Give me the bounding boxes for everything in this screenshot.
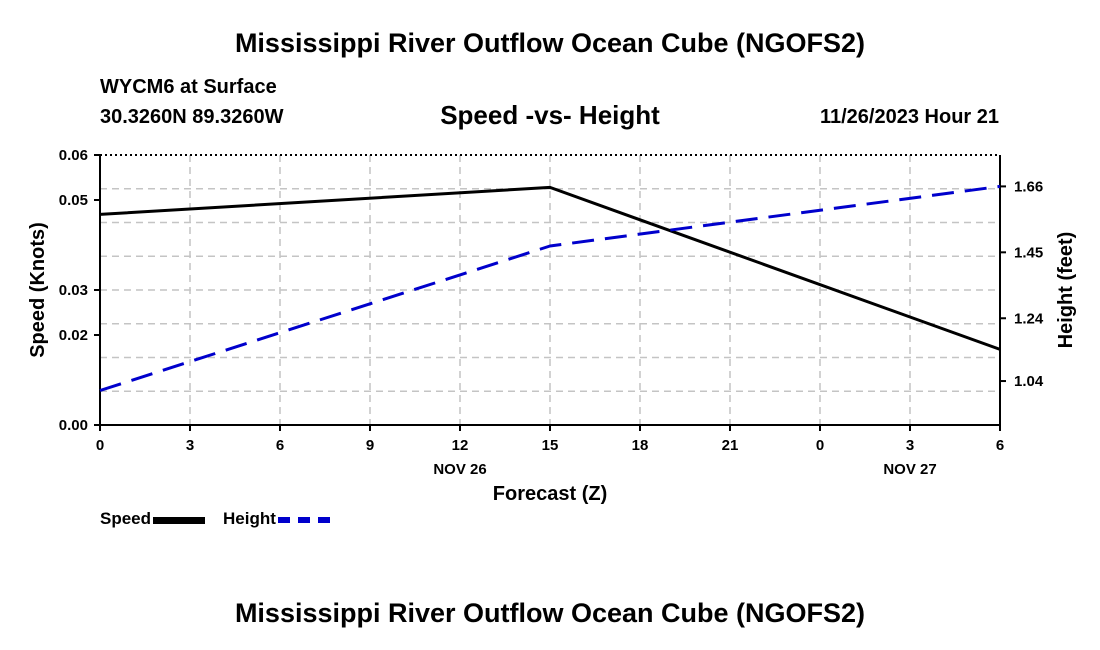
y2-tick-label: 1.24 <box>1014 310 1044 327</box>
x-tick-label: 0 <box>96 437 104 454</box>
x-tick-label: 0 <box>816 437 824 454</box>
y2-tick-label: 1.45 <box>1014 244 1043 261</box>
y-tick-label: 0.06 <box>59 147 88 164</box>
chart-legend: Speed Height <box>100 509 330 529</box>
y2-tick-label: 1.04 <box>1014 373 1044 390</box>
x-tick-label: 3 <box>906 437 914 454</box>
y-tick-label: 0.03 <box>59 282 88 299</box>
chart-subtitle: Speed -vs- Height <box>440 100 660 130</box>
station-coordinates: 30.3260N 89.3260W <box>100 106 284 128</box>
x-tick-label: 18 <box>632 437 649 454</box>
legend-speed-label: Speed <box>100 509 152 528</box>
forecast-timestamp: 11/26/2023 Hour 21 <box>819 106 999 128</box>
x-tick-label: 6 <box>996 437 1004 454</box>
legend-item-height: Height <box>223 509 330 529</box>
x-tick-label: 9 <box>366 437 374 454</box>
series-line-height <box>99 184 1001 392</box>
x-date-label: NOV 27 <box>883 461 936 478</box>
legend-height-label: Height <box>223 509 276 528</box>
legend-height-swatch <box>277 517 330 523</box>
y2-tick-label: 1.66 <box>1014 178 1043 195</box>
y2-axis-title: Height (feet) <box>1055 232 1077 349</box>
legend-speed-swatch <box>153 516 206 524</box>
station-label: WYCM6 at Surface <box>100 76 277 98</box>
x-tick-label: 15 <box>542 437 559 454</box>
x-tick-label: 12 <box>452 437 469 454</box>
x-tick-label: 6 <box>276 437 284 454</box>
legend-item-speed: Speed <box>100 509 206 529</box>
x-date-label: NOV 26 <box>433 461 486 478</box>
series-line-speed <box>99 185 1001 351</box>
y-tick-label: 0.02 <box>59 327 88 344</box>
x-tick-label: 21 <box>722 437 739 454</box>
main-title: Mississippi River Outflow Ocean Cube (NG… <box>234 28 866 58</box>
x-tick-label: 3 <box>186 437 194 454</box>
bottom-title: Mississippi River Outflow Ocean Cube (NG… <box>234 598 866 628</box>
y-tick-label: 0.00 <box>59 417 88 434</box>
x-axis-title: Forecast (Z) <box>493 483 607 505</box>
y-tick-label: 0.05 <box>59 192 88 209</box>
y-axis-title: Speed (Knots) <box>27 222 49 358</box>
